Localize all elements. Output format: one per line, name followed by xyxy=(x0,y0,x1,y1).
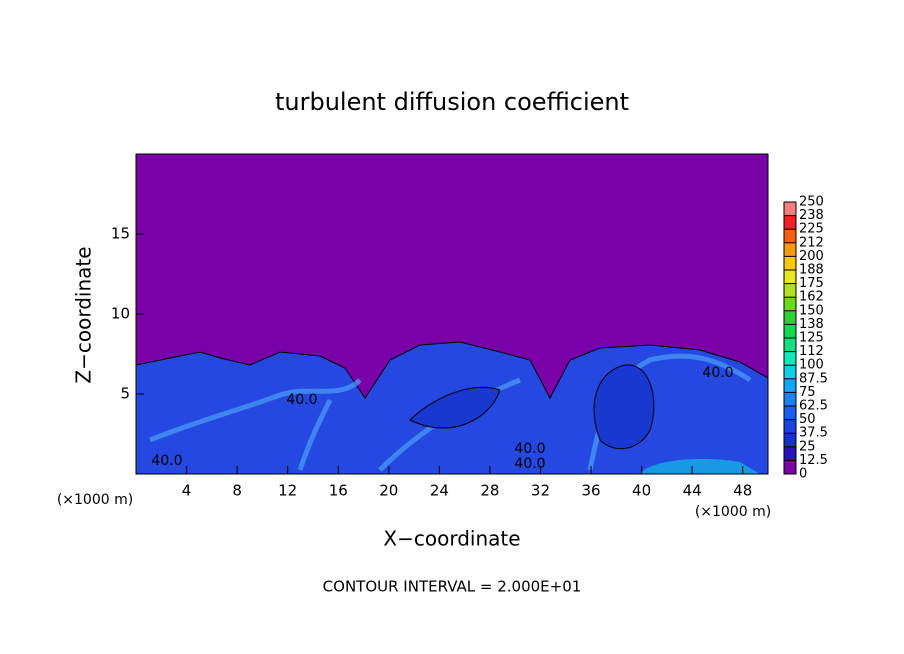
colorbar-bin xyxy=(784,297,796,311)
chart-title: turbulent diffusion coefficient xyxy=(275,88,629,116)
colorbar-bin xyxy=(784,310,796,325)
contour-label: 40.0 xyxy=(514,441,545,457)
colorbar-bin xyxy=(784,365,796,379)
colorbar-label: 138 xyxy=(799,317,824,332)
colorbar-bin xyxy=(784,283,796,298)
x-tick-label: 12 xyxy=(278,482,297,500)
footer-note: CONTOUR INTERVAL = 2.000E+01 xyxy=(323,578,582,596)
x-axis-label: X−coordinate xyxy=(383,527,520,551)
colorbar-label: 225 xyxy=(799,222,824,237)
colorbar-label: 188 xyxy=(799,263,824,278)
y-tick-label: 10 xyxy=(111,305,130,323)
colorbar-label: 112 xyxy=(799,344,824,359)
x-tick-label: 32 xyxy=(531,482,550,500)
x-tick-label: 36 xyxy=(581,482,600,500)
colorbar-label: 212 xyxy=(799,235,824,250)
colorbar-label: 150 xyxy=(799,303,824,318)
y-axis-label: Z−coordinate xyxy=(72,246,96,383)
colorbar-label: 200 xyxy=(799,249,824,264)
colorbar-bin xyxy=(784,338,796,352)
colorbar-label: 12.5 xyxy=(799,453,828,468)
colorbar-label: 87.5 xyxy=(799,371,828,386)
y-tick-label: 15 xyxy=(111,225,130,243)
field-streak xyxy=(640,458,760,474)
colorbar-label: 175 xyxy=(799,276,824,291)
colorbar-bin xyxy=(784,324,796,338)
colorbar-label: 125 xyxy=(799,331,824,346)
colorbar-label: 50 xyxy=(799,412,816,427)
contour-label: 40.0 xyxy=(702,365,733,381)
colorbar-label: 25 xyxy=(799,439,816,454)
colorbar-label: 100 xyxy=(799,358,824,373)
x-tick-label: 16 xyxy=(329,482,348,500)
colorbar-label: 62.5 xyxy=(799,399,828,414)
y-unit: (×1000 m) xyxy=(57,492,133,508)
x-tick-label: 4 xyxy=(182,482,192,500)
x-tick-label: 44 xyxy=(683,482,702,500)
field xyxy=(135,154,769,475)
colorbar-bin xyxy=(784,433,796,447)
contour-label: 40.0 xyxy=(151,453,182,469)
x-tick-label: 28 xyxy=(480,482,499,500)
colorbar-bin xyxy=(784,419,796,434)
colorbar-bin xyxy=(784,378,796,393)
y-tick-label: 5 xyxy=(120,385,130,403)
colorbar-bin xyxy=(784,392,796,406)
x-tick-label: 20 xyxy=(379,482,398,500)
colorbar-bin xyxy=(784,270,796,284)
x-tick-label: 24 xyxy=(430,482,449,500)
x-tick-label: 48 xyxy=(733,482,752,500)
x-unit: (×1000 m) xyxy=(695,504,771,520)
x-tick-label: 40 xyxy=(632,482,651,500)
colorbar-bin xyxy=(784,351,796,366)
colorbar-label: 75 xyxy=(799,385,816,400)
colorbar-bin xyxy=(784,460,796,474)
colorbar-bin xyxy=(784,242,796,257)
colorbar-label: 250 xyxy=(799,195,824,210)
colorbar-label: 238 xyxy=(799,208,824,223)
colorbar-bin xyxy=(784,446,796,461)
colorbar-bin xyxy=(784,406,796,420)
colorbar-bin xyxy=(784,215,796,230)
colorbar-bin xyxy=(784,229,796,243)
colorbar-bin xyxy=(784,202,796,216)
contour-label: 40.0 xyxy=(514,456,545,472)
colorbar-label: 0 xyxy=(799,467,807,482)
x-tick-label: 8 xyxy=(232,482,242,500)
colorbar-label: 37.5 xyxy=(799,426,828,441)
contour-label: 40.0 xyxy=(286,392,317,408)
colorbar-label: 162 xyxy=(799,290,824,305)
field-contour xyxy=(409,364,655,450)
colorbar-bin xyxy=(784,256,796,270)
